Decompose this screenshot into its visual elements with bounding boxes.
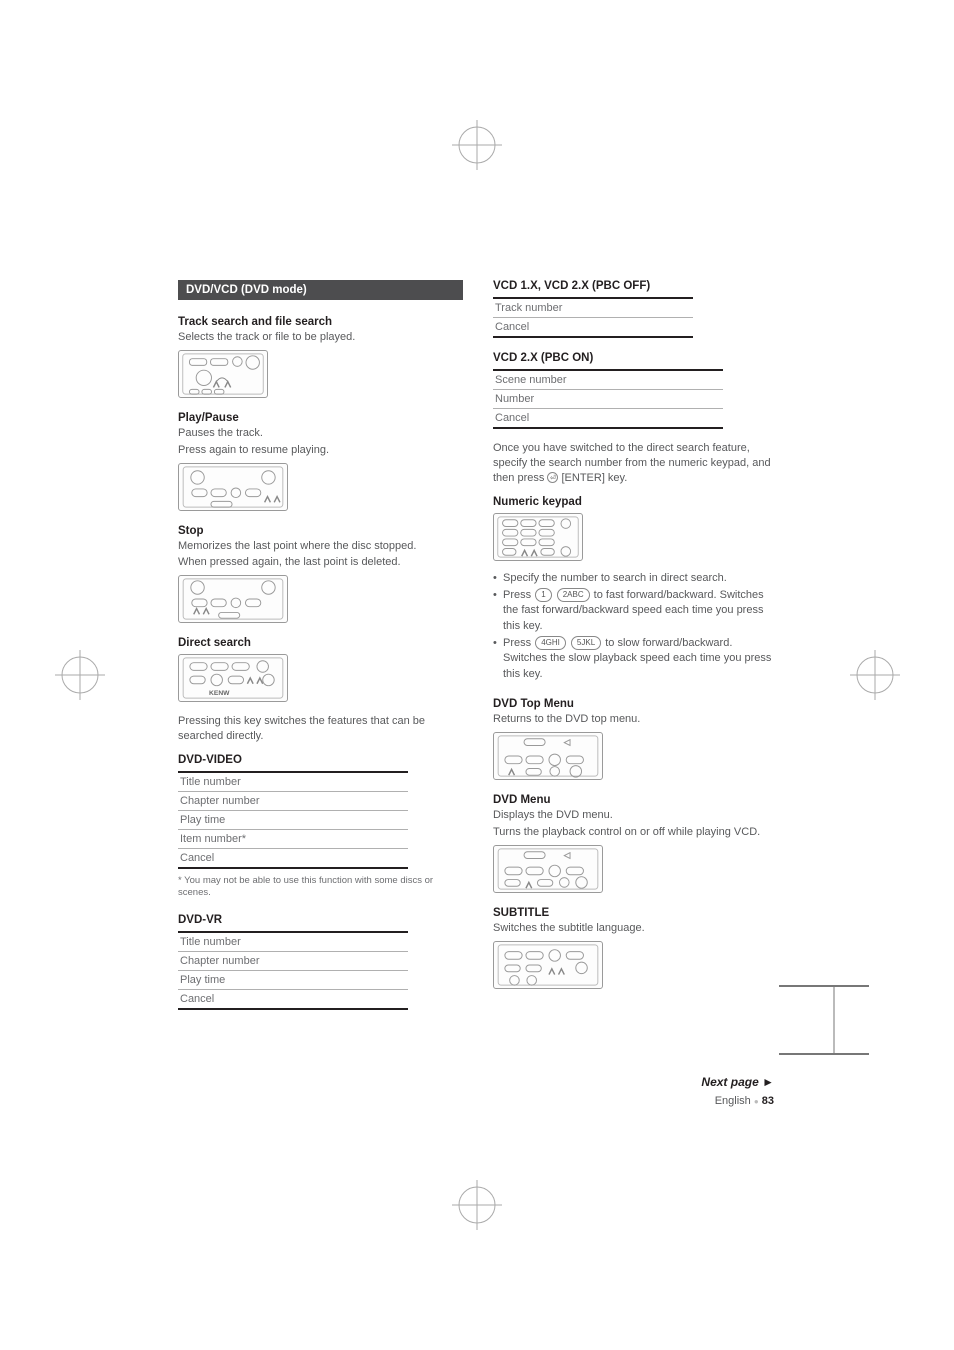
remote-diagram-stop bbox=[178, 575, 288, 623]
heading-dvd-menu: DVD Menu bbox=[493, 794, 778, 806]
spine-bracket bbox=[779, 985, 869, 1055]
footnote-dvd-video: * You may not be able to use this functi… bbox=[178, 875, 463, 900]
table-row: Cancel bbox=[493, 318, 693, 336]
button-5-icon: 5JKL bbox=[571, 636, 601, 650]
arrow-icon: ► bbox=[762, 1075, 774, 1089]
text-track-search: Selects the track or file to be played. bbox=[178, 330, 463, 345]
table-row: Track number bbox=[493, 299, 693, 318]
crop-mark-left bbox=[55, 650, 105, 700]
right-column: VCD 1.X, VCD 2.X (PBC OFF) Track number … bbox=[493, 280, 778, 1016]
remote-diagram-track-search bbox=[178, 350, 268, 398]
heading-dvd-top-menu: DVD Top Menu bbox=[493, 698, 778, 710]
text-play-pause-1: Pauses the track. bbox=[178, 426, 463, 441]
text-stop-2: When pressed again, the last point is de… bbox=[178, 555, 463, 570]
table-row: Title number bbox=[178, 933, 408, 952]
remote-diagram-dvd-menu bbox=[493, 845, 603, 893]
remote-diagram-subtitle bbox=[493, 941, 603, 989]
heading-dvd-vr: DVD-VR bbox=[178, 914, 463, 926]
enter-icon: ⏎ bbox=[547, 472, 558, 483]
heading-subtitle: SUBTITLE bbox=[493, 907, 778, 919]
table-row: Cancel bbox=[178, 990, 408, 1008]
table-row: Cancel bbox=[493, 409, 723, 427]
text-once-switched: Once you have switched to the direct sea… bbox=[493, 441, 778, 486]
table-row: Scene number bbox=[493, 371, 723, 390]
table-dvd-video: Title number Chapter number Play time It… bbox=[178, 771, 408, 869]
section-header: DVD/VCD (DVD mode) bbox=[178, 280, 463, 300]
table-row: Play time bbox=[178, 971, 408, 990]
bullet-item: Press 1 2ABC to fast forward/backward. S… bbox=[493, 588, 778, 634]
text-dvd-top-menu: Returns to the DVD top menu. bbox=[493, 712, 778, 727]
heading-dvd-video: DVD-VIDEO bbox=[178, 754, 463, 766]
bullet-item: Press 4GHI 5JKL to slow forward/backward… bbox=[493, 636, 778, 682]
next-page-label: Next page ► bbox=[701, 1075, 774, 1089]
crop-mark-right bbox=[850, 650, 900, 700]
table-row: Item number* bbox=[178, 830, 408, 849]
heading-track-search: Track search and file search bbox=[178, 316, 463, 328]
table-vcd-on: Scene number Number Cancel bbox=[493, 369, 723, 429]
heading-vcd-on: VCD 2.X (PBC ON) bbox=[493, 352, 778, 364]
heading-vcd-off: VCD 1.X, VCD 2.X (PBC OFF) bbox=[493, 280, 778, 292]
remote-diagram-top-menu bbox=[493, 732, 603, 780]
text-dvd-menu-2: Turns the playback control on or off whi… bbox=[493, 825, 778, 840]
text-direct-search: Pressing this key switches the features … bbox=[178, 714, 463, 744]
table-row: Number bbox=[493, 390, 723, 409]
left-column: DVD/VCD (DVD mode) Track search and file… bbox=[178, 280, 463, 1016]
table-dvd-vr: Title number Chapter number Play time Ca… bbox=[178, 931, 408, 1010]
heading-numeric-keypad: Numeric keypad bbox=[493, 496, 778, 508]
bullet-item: Specify the number to search in direct s… bbox=[493, 571, 778, 586]
remote-diagram-play-pause bbox=[178, 463, 288, 511]
table-row: Cancel bbox=[178, 849, 408, 867]
text-subtitle: Switches the subtitle language. bbox=[493, 921, 778, 936]
table-row: Chapter number bbox=[178, 952, 408, 971]
text-play-pause-2: Press again to resume playing. bbox=[178, 443, 463, 458]
table-vcd-off: Track number Cancel bbox=[493, 297, 693, 338]
button-1-icon: 1 bbox=[535, 588, 551, 602]
button-4-icon: 4GHI bbox=[535, 636, 566, 650]
text-dvd-menu-1: Displays the DVD menu. bbox=[493, 808, 778, 823]
bullet-list: Specify the number to search in direct s… bbox=[493, 571, 778, 685]
svg-text:KENW: KENW bbox=[209, 690, 230, 697]
remote-diagram-numeric bbox=[493, 513, 583, 561]
bullet-icon: ● bbox=[754, 1097, 759, 1106]
crop-mark-bottom bbox=[452, 1180, 502, 1230]
table-row: Title number bbox=[178, 773, 408, 792]
heading-play-pause: Play/Pause bbox=[178, 412, 463, 424]
heading-stop: Stop bbox=[178, 525, 463, 537]
button-2-icon: 2ABC bbox=[557, 588, 590, 602]
table-row: Chapter number bbox=[178, 792, 408, 811]
heading-direct-search: Direct search bbox=[178, 637, 463, 649]
remote-diagram-direct-search: KENW bbox=[178, 654, 288, 702]
page-number: English ● 83 bbox=[715, 1095, 774, 1107]
page-content: DVD/VCD (DVD mode) Track search and file… bbox=[178, 280, 778, 1016]
crop-mark-top bbox=[452, 120, 502, 170]
table-row: Play time bbox=[178, 811, 408, 830]
text-stop-1: Memorizes the last point where the disc … bbox=[178, 539, 463, 554]
